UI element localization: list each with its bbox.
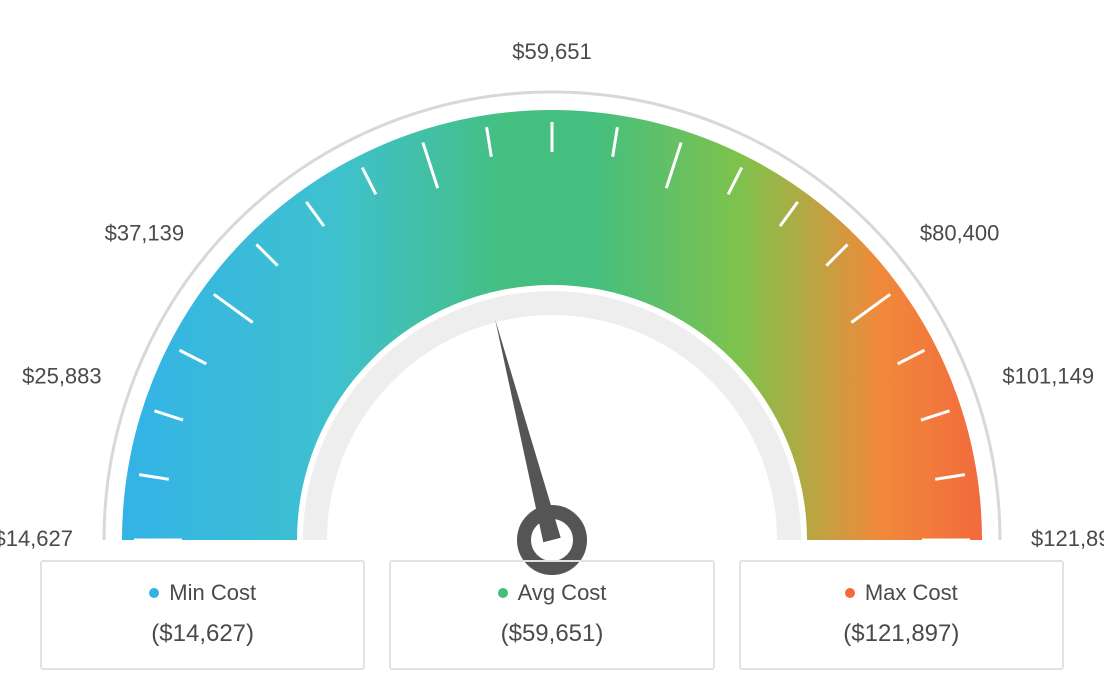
- scale-label: $80,400: [920, 221, 1000, 246]
- card-title-avg: Avg Cost: [518, 580, 607, 606]
- card-value-avg: ($59,651): [411, 620, 692, 648]
- card-value-min: ($14,627): [62, 620, 343, 648]
- dot-avg: [498, 588, 508, 598]
- card-avg-cost: Avg Cost ($59,651): [389, 560, 714, 670]
- card-title-max: Max Cost: [865, 580, 958, 606]
- card-title-row: Avg Cost: [498, 580, 607, 606]
- dot-min: [149, 588, 159, 598]
- scale-label: $101,149: [1002, 364, 1094, 389]
- scale-label: $14,627: [0, 526, 73, 551]
- scale-label: $25,883: [22, 364, 102, 389]
- gauge-area: $14,627 $25,883 $37,139 $59,651 $80,400 $101,…: [0, 0, 1104, 560]
- card-value-max: ($121,897): [761, 620, 1042, 648]
- scale-label: $37,139: [105, 221, 185, 246]
- card-min-cost: Min Cost ($14,627): [40, 560, 365, 670]
- card-title-min: Min Cost: [169, 580, 256, 606]
- gauge-svg: $14,627 $25,883 $37,139 $59,651 $80,400 $101,…: [0, 40, 1104, 600]
- summary-cards: Min Cost ($14,627) Avg Cost ($59,651) Ma…: [40, 560, 1064, 670]
- gauge-arc: [122, 110, 982, 540]
- dot-max: [845, 588, 855, 598]
- scale-label: $59,651: [512, 40, 592, 64]
- card-title-row: Max Cost: [845, 580, 958, 606]
- scale-label: $121,897: [1031, 526, 1104, 551]
- chart-container: $14,627 $25,883 $37,139 $59,651 $80,400 $101,…: [0, 0, 1104, 690]
- card-title-row: Min Cost: [149, 580, 256, 606]
- card-max-cost: Max Cost ($121,897): [739, 560, 1064, 670]
